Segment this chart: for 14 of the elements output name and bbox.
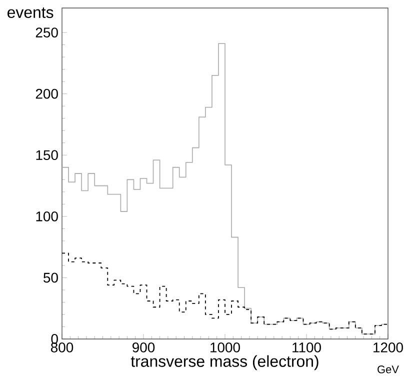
text: GeV [378, 366, 399, 374]
y-tick-label: 200 [36, 88, 58, 99]
x-tick-label: 1100 [292, 342, 321, 352]
y-tick-label: 150 [36, 150, 58, 160]
x-tick-label: 1200 [374, 342, 403, 352]
y-tick-label: 0 [51, 334, 58, 344]
x-tick-label: 800 [50, 342, 74, 352]
y-tick-label: 50 [44, 272, 58, 283]
y-tick-label: 100 [36, 211, 58, 222]
y-axis-title: events [8, 8, 54, 18]
x-axis-title: transverse mass (electron) [130, 355, 318, 370]
y-tick-label: 250 [36, 28, 58, 38]
x-tick-label: 1000 [210, 342, 240, 352]
x-tick-label: 900 [132, 342, 155, 352]
